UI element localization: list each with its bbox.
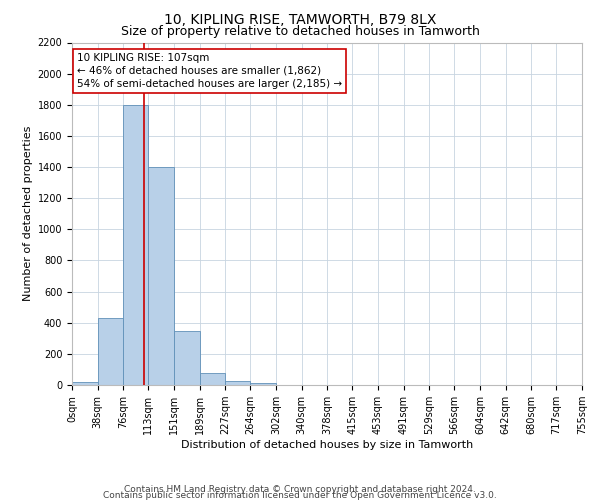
Bar: [98, 318, 124, 385]
Bar: [72, 382, 98, 385]
Bar: [148, 167, 174, 385]
Bar: [124, 105, 148, 385]
Y-axis label: Number of detached properties: Number of detached properties: [23, 126, 34, 302]
Text: 10 KIPLING RISE: 107sqm
← 46% of detached houses are smaller (1,862)
54% of semi: 10 KIPLING RISE: 107sqm ← 46% of detache…: [77, 53, 342, 89]
Bar: [226, 381, 250, 385]
Bar: [250, 384, 276, 385]
Text: 10, KIPLING RISE, TAMWORTH, B79 8LX: 10, KIPLING RISE, TAMWORTH, B79 8LX: [164, 12, 436, 26]
Text: Size of property relative to detached houses in Tamworth: Size of property relative to detached ho…: [121, 25, 479, 38]
Bar: [174, 330, 200, 385]
Text: Contains HM Land Registry data © Crown copyright and database right 2024.: Contains HM Land Registry data © Crown c…: [124, 485, 476, 494]
X-axis label: Distribution of detached houses by size in Tamworth: Distribution of detached houses by size …: [181, 440, 473, 450]
Text: Contains public sector information licensed under the Open Government Licence v3: Contains public sector information licen…: [103, 491, 497, 500]
Bar: [200, 372, 226, 385]
